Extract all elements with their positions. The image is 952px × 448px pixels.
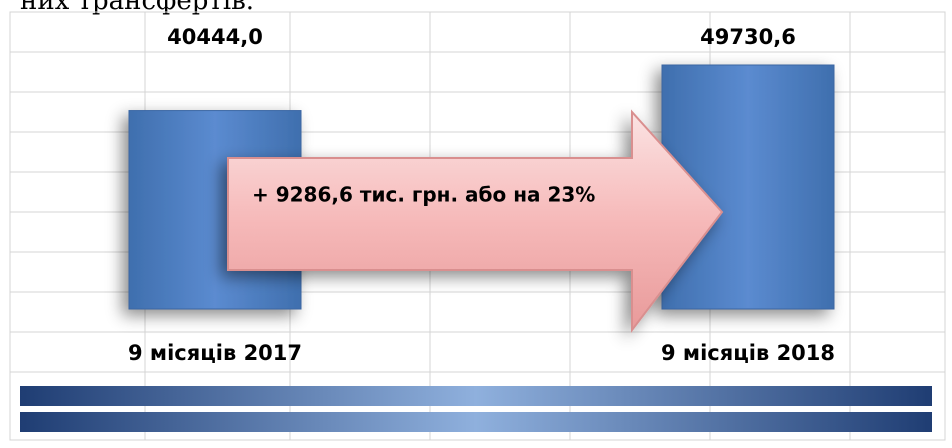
category-label: 9 місяців 2018 (661, 341, 835, 365)
value-label: 49730,6 (700, 25, 796, 49)
stripe (20, 386, 932, 406)
arrow (227, 109, 724, 333)
category-label: 9 місяців 2017 (128, 341, 302, 365)
heading: них трансфертів. (20, 0, 254, 16)
value-label: 40444,0 (167, 25, 263, 49)
stripe (20, 412, 932, 432)
annotation: + 9286,6 тис. грн. або на 23% (252, 183, 595, 207)
